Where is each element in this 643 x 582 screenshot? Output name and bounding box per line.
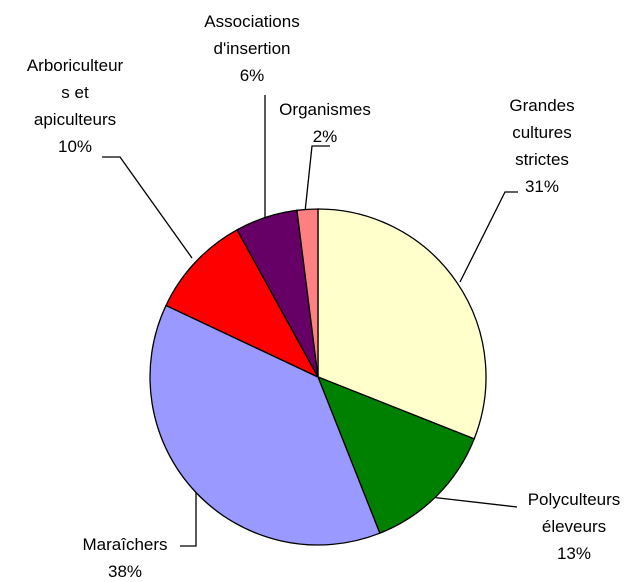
slice-label: Arboriculteur s et apiculteurs 10% xyxy=(27,52,123,160)
category-label: Associations d'insertion xyxy=(204,12,300,58)
value-label: 38% xyxy=(107,562,143,581)
pie-slice xyxy=(165,228,320,379)
leader-line xyxy=(180,492,197,547)
value-label: 13% xyxy=(556,544,592,563)
category-label: Organismes xyxy=(279,100,371,119)
category-label: Grandes cultures strictes xyxy=(509,96,575,169)
slice-label: Organismes 2% xyxy=(279,96,371,150)
pie-slice xyxy=(316,375,476,535)
category-label: Maraîchers xyxy=(82,535,168,554)
value-label: 10% xyxy=(57,137,93,156)
value-label: 31% xyxy=(524,177,560,196)
slice-label: Polyculteurs éleveurs 13% xyxy=(528,486,621,567)
pie-slice xyxy=(296,208,319,378)
value-label: 6% xyxy=(239,66,265,85)
slice-label: Associations d'insertion 6% xyxy=(204,8,299,89)
leader-line xyxy=(102,156,193,259)
leader-line xyxy=(304,145,330,213)
category-label: Polyculteurs éleveurs xyxy=(527,490,621,536)
leader-lines xyxy=(102,95,518,547)
leader-line xyxy=(459,191,518,283)
pie-slice xyxy=(317,208,487,440)
slice-label: Maraîchers 38% xyxy=(82,531,167,582)
pie-slice xyxy=(149,304,381,546)
leader-line xyxy=(429,496,518,508)
category-label: Arboriculteur s et apiculteurs xyxy=(26,56,124,129)
slice-label: Grandes cultures strictes 31% xyxy=(509,92,574,200)
value-label: 2% xyxy=(312,127,338,146)
